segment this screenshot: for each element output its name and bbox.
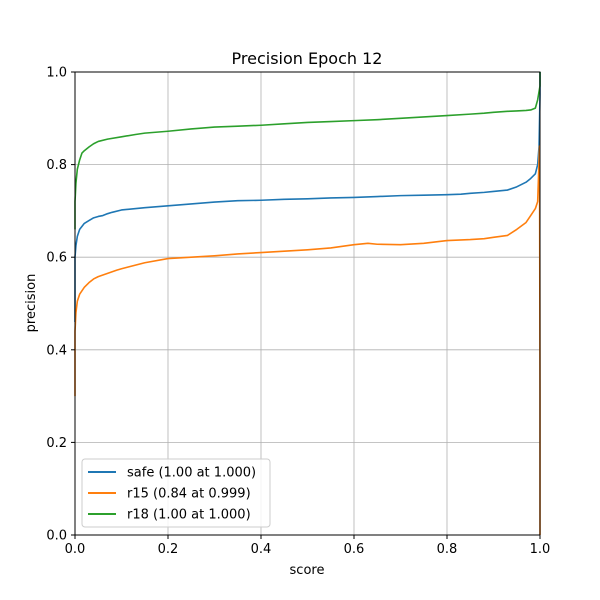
y-tick-label: 0.2 [46,436,67,451]
series-line-r15 [74,145,541,535]
series-layer [74,72,541,535]
legend: safe (1.00 at 1.000) r15 (0.84 at 0.999) r… [81,458,271,528]
legend-label-r15: r15 (0.84 at 0.999) [127,487,251,502]
x-tick-label: 0.0 [65,542,86,557]
ticks: 0.0 0.2 0.4 0.6 0.8 1.0 0.0 0.2 0.4 0.6 0.8 1.0 [46,66,550,558]
legend-label-r18: r18 (1.00 at 1.000) [127,508,251,523]
x-tick-label: 0.6 [344,542,365,557]
chart-title: Precision Epoch 12 [232,49,383,68]
x-tick-label: 1.0 [530,542,551,557]
series-line-r18 [74,72,541,230]
y-tick-label: 0.0 [46,529,67,544]
y-tick-label: 1.0 [46,66,67,81]
y-tick-label: 0.6 [46,251,67,266]
x-axis-label: score [290,563,325,578]
x-tick-label: 0.2 [158,542,179,557]
x-tick-label: 0.4 [251,542,272,557]
x-tick-label: 0.8 [437,542,458,557]
legend-box [81,458,271,528]
grid [74,71,541,536]
y-tick-label: 0.8 [46,158,67,173]
y-axis-label: precision [24,274,39,333]
plot-area-frame [74,71,541,536]
y-tick-label: 0.4 [46,343,67,358]
legend-label-safe: safe (1.00 at 1.000) [127,466,256,481]
series-line-safe [74,72,541,323]
